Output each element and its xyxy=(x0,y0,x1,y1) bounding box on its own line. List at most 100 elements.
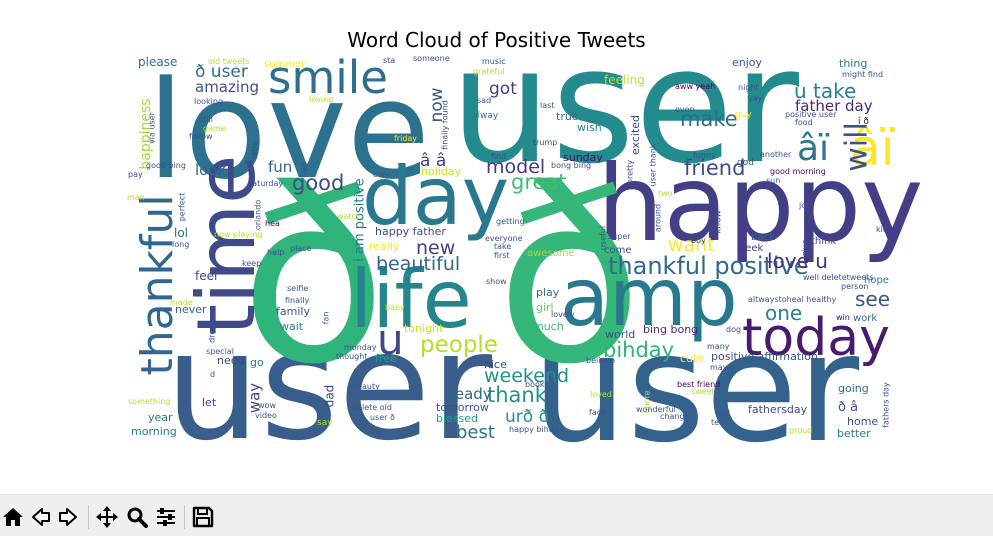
word-music: music xyxy=(482,57,506,66)
word-another: another xyxy=(760,150,792,159)
word-pretty: pretty xyxy=(626,160,635,184)
word-thought: thought xyxy=(336,352,367,361)
word-: âï xyxy=(797,128,830,169)
word-feel: feel xyxy=(195,269,217,283)
word-positive-affirmation: positive affirmation xyxy=(711,350,818,363)
word-bing-bong: bing bong xyxy=(643,323,698,336)
word-still: still xyxy=(199,115,213,124)
word-live: live xyxy=(301,162,311,178)
word-father-day: father day xyxy=(795,97,873,115)
word-cute: cute xyxy=(680,352,704,365)
word-now-playing: now playing xyxy=(214,230,262,239)
word-wish: wish xyxy=(577,121,602,134)
word-love-u: love u xyxy=(767,249,828,273)
word-today: today xyxy=(742,308,890,368)
word-getting: getting xyxy=(496,217,525,226)
word-lol: lol xyxy=(174,226,188,240)
word-user: ð user xyxy=(195,62,248,82)
word-find: find xyxy=(491,152,506,161)
word-week: week xyxy=(737,243,763,254)
word-may: may xyxy=(710,363,728,372)
word-best-friend: best friend xyxy=(677,380,720,389)
word-old-tweets: old tweets xyxy=(208,57,250,66)
word-place: place xyxy=(290,244,312,253)
word-amp: amp xyxy=(560,251,738,344)
toolbar-separator xyxy=(88,505,89,529)
word-loving: loving xyxy=(309,95,333,104)
word-change: change xyxy=(660,412,690,421)
word-nice: nice xyxy=(484,358,507,371)
word-super: super xyxy=(608,232,631,241)
word-happy-bihday: happy bihday xyxy=(509,425,564,434)
word-one: one xyxy=(765,301,802,325)
word-perfect: perfect xyxy=(178,193,187,222)
word-holiday: holiday xyxy=(421,165,462,178)
word-thing: thing xyxy=(839,57,867,70)
word-delete-old: delete old xyxy=(352,403,392,412)
save-button[interactable] xyxy=(191,505,215,529)
word-thankful: thankful xyxy=(132,194,183,375)
word-something: something xyxy=(128,397,170,406)
word-amazing: amazing xyxy=(195,78,259,96)
word-wait: wait xyxy=(280,320,304,333)
word-person: person xyxy=(841,282,868,291)
word-user: user xyxy=(165,300,493,474)
word-team: team xyxy=(711,418,732,427)
word-need: need xyxy=(217,354,245,367)
word-bong-bing: bong bing xyxy=(551,161,591,170)
home-button[interactable] xyxy=(1,505,25,529)
word-looking: looking xyxy=(194,97,223,106)
word-see: see xyxy=(855,287,890,311)
word-watch: watch xyxy=(337,212,361,221)
word-via-user: via user xyxy=(148,111,157,144)
word-user: user xyxy=(450,12,799,199)
word-smile: smile xyxy=(268,51,388,104)
word-selfie: selfie xyxy=(287,284,308,293)
word-many: many xyxy=(707,342,730,351)
word-sweet: sweet xyxy=(691,387,715,396)
word-job: job xyxy=(798,201,811,210)
word-much: much xyxy=(533,320,564,333)
pan-button[interactable] xyxy=(95,505,119,529)
word-well-deletetweets: well deletetweets xyxy=(803,273,873,282)
word-good-bing: good bing xyxy=(146,161,186,170)
back-button[interactable] xyxy=(29,505,53,529)
word-user-thank: user thank xyxy=(649,143,658,186)
word-sta: sta xyxy=(383,56,395,65)
word-happy-father: happy father xyxy=(375,225,446,238)
word-orlando: orlando xyxy=(254,200,263,230)
word-first: first xyxy=(494,251,510,260)
navigation-toolbar xyxy=(0,494,993,536)
word-pay: pay xyxy=(128,170,143,179)
word-trump: trump xyxy=(533,138,557,147)
word-friday: friday xyxy=(394,134,417,143)
word-tonight: tonight xyxy=(404,322,444,335)
word-free: free xyxy=(375,352,397,365)
word-sad: sad xyxy=(477,96,491,105)
word-will: will xyxy=(840,122,875,172)
word-monday: monday xyxy=(344,343,377,352)
word-got: got xyxy=(489,79,517,99)
word-user: user xyxy=(532,302,860,476)
word-believe: believe xyxy=(586,356,615,365)
zoom-icon xyxy=(127,507,148,528)
word-think: think xyxy=(811,236,836,247)
word-thank: thank xyxy=(487,383,548,407)
configure-subplots-button[interactable] xyxy=(154,505,178,529)
word-keep: keep xyxy=(242,259,261,268)
word-even: even xyxy=(675,105,695,114)
word-around: around xyxy=(654,204,663,232)
word-give: give xyxy=(801,239,810,256)
zoom-button[interactable] xyxy=(125,505,149,529)
word-: ð xyxy=(496,137,643,417)
word-win: win xyxy=(836,313,850,322)
word-finally-found: finally found xyxy=(441,100,450,150)
word-back: back xyxy=(751,232,775,243)
word-new: new xyxy=(416,237,455,259)
word-world: world xyxy=(605,328,635,341)
toolbar-separator xyxy=(184,505,185,529)
word-end: end xyxy=(715,409,730,418)
word-hea: hea xyxy=(265,219,280,228)
forward-button[interactable] xyxy=(56,505,80,529)
figure-canvas: Word Cloud of Positive Tweets user user us… xyxy=(127,12,924,476)
